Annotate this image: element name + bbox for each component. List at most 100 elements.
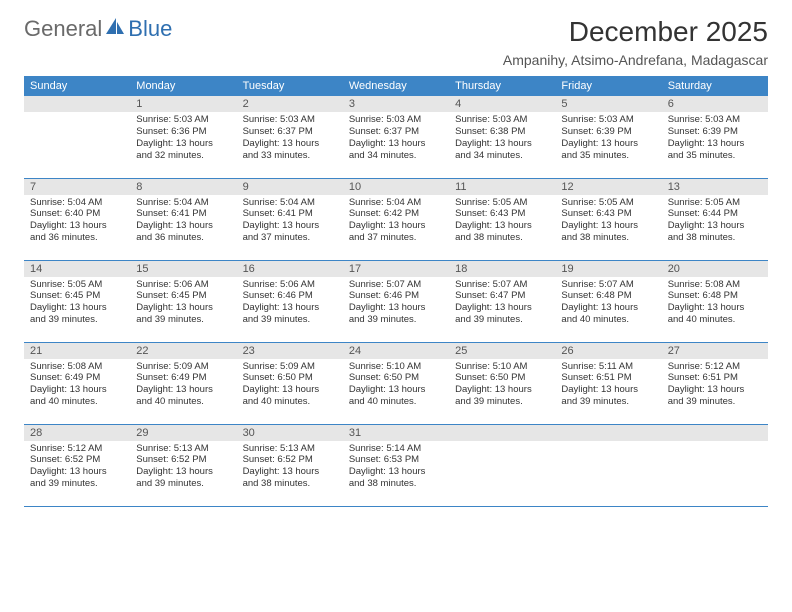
day-details: Sunrise: 5:03 AMSunset: 6:38 PMDaylight:…	[449, 112, 555, 166]
day-details: Sunrise: 5:03 AMSunset: 6:37 PMDaylight:…	[343, 112, 449, 166]
day-number: 2	[237, 96, 343, 112]
sunset-text: Sunset: 6:44 PM	[668, 208, 762, 220]
sunrise-text: Sunrise: 5:03 AM	[243, 114, 337, 126]
daylight-text: Daylight: 13 hours and 36 minutes.	[30, 220, 124, 244]
day-details: Sunrise: 5:08 AMSunset: 6:49 PMDaylight:…	[24, 359, 130, 413]
sunset-text: Sunset: 6:46 PM	[349, 290, 443, 302]
daylight-text: Daylight: 13 hours and 40 minutes.	[668, 302, 762, 326]
day-details: Sunrise: 5:03 AMSunset: 6:36 PMDaylight:…	[130, 112, 236, 166]
day-number: 20	[662, 261, 768, 277]
daylight-text: Daylight: 13 hours and 37 minutes.	[349, 220, 443, 244]
day-number	[662, 425, 768, 441]
calendar-day-cell: 11 Sunrise: 5:05 AMSunset: 6:43 PMDayligh…	[449, 178, 555, 260]
sunrise-text: Sunrise: 5:05 AM	[455, 197, 549, 209]
day-number: 30	[237, 425, 343, 441]
calendar-day-cell: 26Sunrise: 5:11 AMSunset: 6:51 PMDayligh…	[555, 342, 661, 424]
day-number: 7	[24, 179, 130, 195]
calendar-day-cell: 3Sunrise: 5:03 AMSunset: 6:37 PMDaylight…	[343, 96, 449, 178]
daylight-text: Daylight: 13 hours and 40 minutes.	[136, 384, 230, 408]
dow-monday: Monday	[130, 76, 236, 96]
sunset-text: Sunset: 6:43 PM	[455, 208, 549, 220]
sunrise-text: Sunrise: 5:11 AM	[561, 361, 655, 373]
daylight-text: Daylight: 13 hours and 32 minutes.	[136, 138, 230, 162]
sunrise-text: Sunrise: 5:10 AM	[349, 361, 443, 373]
sunset-text: Sunset: 6:52 PM	[30, 454, 124, 466]
daylight-text: Daylight: 13 hours and 38 minutes.	[455, 220, 549, 244]
sunset-text: Sunset: 6:53 PM	[349, 454, 443, 466]
sunrise-text: Sunrise: 5:13 AM	[136, 443, 230, 455]
day-number: 8	[130, 179, 236, 195]
day-details	[662, 441, 768, 481]
day-number: 27	[662, 343, 768, 359]
daylight-text: Daylight: 13 hours and 40 minutes.	[243, 384, 337, 408]
day-number: 22	[130, 343, 236, 359]
sunrise-text: Sunrise: 5:12 AM	[30, 443, 124, 455]
day-details	[449, 441, 555, 481]
day-details: Sunrise: 5:13 AMSunset: 6:52 PMDaylight:…	[237, 441, 343, 495]
calendar-day-cell: 18Sunrise: 5:07 AMSunset: 6:47 PMDayligh…	[449, 260, 555, 342]
day-details: Sunrise: 5:03 AMSunset: 6:37 PMDaylight:…	[237, 112, 343, 166]
day-number: 13	[662, 179, 768, 195]
sunset-text: Sunset: 6:43 PM	[561, 208, 655, 220]
sunset-text: Sunset: 6:42 PM	[349, 208, 443, 220]
daylight-text: Daylight: 13 hours and 39 minutes.	[30, 302, 124, 326]
header: General Blue December 2025 Ampanihy, Ats…	[24, 16, 768, 68]
daylight-text: Daylight: 13 hours and 39 minutes.	[455, 302, 549, 326]
dow-saturday: Saturday	[662, 76, 768, 96]
sunrise-text: Sunrise: 5:03 AM	[136, 114, 230, 126]
day-details: Sunrise: 5:10 AMSunset: 6:50 PMDaylight:…	[449, 359, 555, 413]
sunset-text: Sunset: 6:41 PM	[243, 208, 337, 220]
calendar-day-cell: 12Sunrise: 5:05 AMSunset: 6:43 PMDayligh…	[555, 178, 661, 260]
day-details: Sunrise: 5:03 AMSunset: 6:39 PMDaylight:…	[662, 112, 768, 166]
sunset-text: Sunset: 6:48 PM	[561, 290, 655, 302]
day-details: Sunrise: 5:04 AMSunset: 6:41 PMDaylight:…	[237, 195, 343, 249]
daylight-text: Daylight: 13 hours and 39 minutes.	[136, 302, 230, 326]
sunrise-text: Sunrise: 5:14 AM	[349, 443, 443, 455]
day-details: Sunrise: 5:07 AMSunset: 6:48 PMDaylight:…	[555, 277, 661, 331]
sunrise-text: Sunrise: 5:05 AM	[668, 197, 762, 209]
day-number: 4	[449, 96, 555, 112]
day-number: 10	[343, 179, 449, 195]
day-number: 17	[343, 261, 449, 277]
sunrise-text: Sunrise: 5:05 AM	[30, 279, 124, 291]
sunset-text: Sunset: 6:50 PM	[349, 372, 443, 384]
daylight-text: Daylight: 13 hours and 39 minutes.	[136, 466, 230, 490]
sunrise-text: Sunrise: 5:06 AM	[136, 279, 230, 291]
calendar-day-cell	[555, 424, 661, 506]
day-number: 3	[343, 96, 449, 112]
calendar-week-row: 7Sunrise: 5:04 AMSunset: 6:40 PMDaylight…	[24, 178, 768, 260]
day-number: 12	[555, 179, 661, 195]
sunrise-text: Sunrise: 5:12 AM	[668, 361, 762, 373]
sunrise-text: Sunrise: 5:04 AM	[243, 197, 337, 209]
sunset-text: Sunset: 6:39 PM	[561, 126, 655, 138]
sunset-text: Sunset: 6:40 PM	[30, 208, 124, 220]
sunrise-text: Sunrise: 5:03 AM	[561, 114, 655, 126]
day-number: 21	[24, 343, 130, 359]
day-number: 16	[237, 261, 343, 277]
calendar-day-cell: 10Sunrise: 5:04 AMSunset: 6:42 PMDayligh…	[343, 178, 449, 260]
calendar-day-cell: 29Sunrise: 5:13 AMSunset: 6:52 PMDayligh…	[130, 424, 236, 506]
sunset-text: Sunset: 6:46 PM	[243, 290, 337, 302]
daylight-text: Daylight: 13 hours and 34 minutes.	[349, 138, 443, 162]
calendar-day-cell: 21Sunrise: 5:08 AMSunset: 6:49 PMDayligh…	[24, 342, 130, 424]
daylight-text: Daylight: 13 hours and 40 minutes.	[30, 384, 124, 408]
day-details: Sunrise: 5:06 AMSunset: 6:46 PMDaylight:…	[237, 277, 343, 331]
day-number: 24	[343, 343, 449, 359]
daylight-text: Daylight: 13 hours and 39 minutes.	[561, 384, 655, 408]
day-number: 5	[555, 96, 661, 112]
sunset-text: Sunset: 6:51 PM	[668, 372, 762, 384]
sunrise-text: Sunrise: 5:06 AM	[243, 279, 337, 291]
daylight-text: Daylight: 13 hours and 39 minutes.	[349, 302, 443, 326]
sunrise-text: Sunrise: 5:10 AM	[455, 361, 549, 373]
calendar-day-cell	[449, 424, 555, 506]
day-details	[555, 441, 661, 481]
dow-sunday: Sunday	[24, 76, 130, 96]
day-number: 18	[449, 261, 555, 277]
logo-text-blue: Blue	[128, 16, 172, 42]
calendar-day-cell	[662, 424, 768, 506]
day-number: 11	[449, 179, 555, 195]
day-number: 9	[237, 179, 343, 195]
day-number: 26	[555, 343, 661, 359]
daylight-text: Daylight: 13 hours and 39 minutes.	[30, 466, 124, 490]
calendar-day-cell: 4Sunrise: 5:03 AMSunset: 6:38 PMDaylight…	[449, 96, 555, 178]
